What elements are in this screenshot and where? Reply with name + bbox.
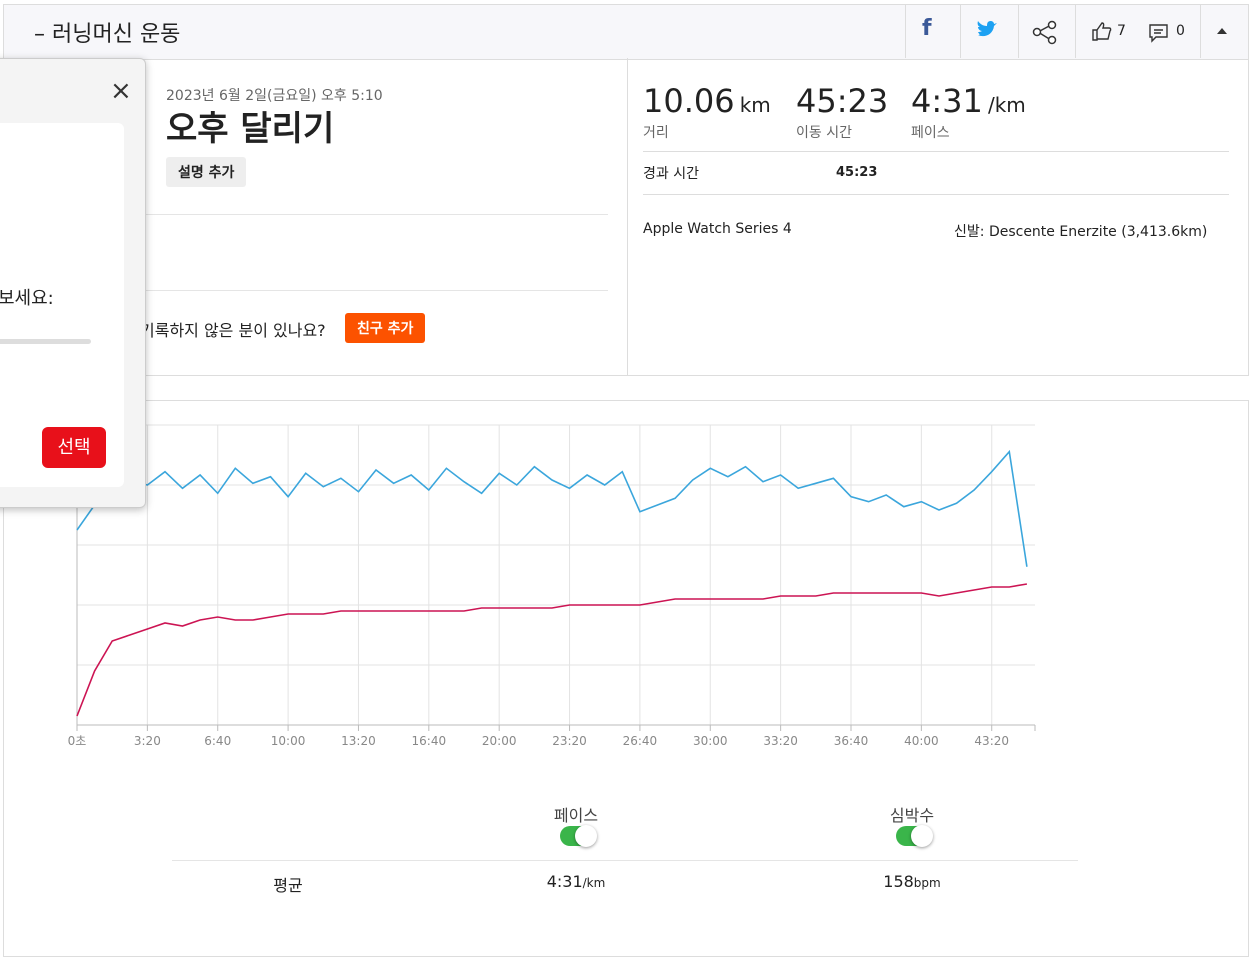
stat: 4:31 /km xyxy=(911,82,1026,120)
shoes-label: 신발: xyxy=(954,224,985,240)
chart: 0초 3:20 6:40 10:00 13:20 16:40 20:00 23:20 26:40… xyxy=(68,424,1036,748)
summary-pace: 4:31/km xyxy=(547,872,606,891)
x-tick-label: 10:00 xyxy=(271,734,306,748)
legend-toggle[interactable] xyxy=(560,825,597,847)
select-button[interactable]: 선택 xyxy=(42,427,106,468)
add-description-button[interactable]: 설명 추가 xyxy=(166,157,247,187)
share-button[interactable] xyxy=(1032,20,1058,46)
elapsed-label: 경과 시간 xyxy=(643,166,699,182)
stat-label: 페이스 xyxy=(911,125,950,141)
header-bar xyxy=(3,4,1249,60)
stat-label: 거리 xyxy=(643,125,669,141)
x-tick-label: 20:00 xyxy=(482,734,517,748)
activity-datetime: 2023년 6월 2일(금요일) 오후 5:10 xyxy=(166,88,383,104)
pace-value: 4:31 xyxy=(546,872,583,891)
pace-unit: /km xyxy=(582,876,606,890)
kudos-count[interactable]: 7 xyxy=(1117,23,1126,39)
x-tick-label: 0초 xyxy=(68,734,87,748)
x-tick-label: 40:00 xyxy=(904,734,939,748)
x-tick-label: 43:20 xyxy=(974,734,1009,748)
shoes-value: Descente Enerzite (3,413.6km) xyxy=(988,224,1208,240)
series-line xyxy=(76,449,1028,567)
legend-toggle[interactable] xyxy=(896,825,933,847)
hr-unit: bpm xyxy=(913,876,941,890)
stat-label: 이동 시간 xyxy=(796,125,852,141)
x-tick-label: 30:00 xyxy=(693,734,728,748)
twitter-button[interactable] xyxy=(976,20,1000,40)
summary-label: 평균 xyxy=(273,876,303,895)
shoes: 신발: Descente Enerzite (3,413.6km) xyxy=(954,221,1207,241)
legend-label: 심박수 xyxy=(889,806,935,825)
friend-prompt: 기록하지 않은 분이 있나요? xyxy=(140,321,326,340)
modal-card xyxy=(0,123,124,487)
modal-text: 보세요: xyxy=(0,288,54,309)
stat-value: 45:23 xyxy=(796,82,889,120)
stat-value: 10.06 xyxy=(643,82,735,120)
add-friend-button[interactable]: 친구 추가 xyxy=(345,313,426,343)
stat-value: 4:31 xyxy=(911,82,983,120)
legend-label: 페이스 xyxy=(553,806,599,825)
x-tick-label: 6:40 xyxy=(204,734,231,748)
x-tick-label: 13:20 xyxy=(341,734,376,748)
x-tick-label: 26:40 xyxy=(623,734,658,748)
header-title: – 러닝머신 운동 xyxy=(34,22,181,47)
device: Apple Watch Series 4 xyxy=(643,221,792,237)
analysis-panel xyxy=(3,400,1249,957)
modal-close[interactable]: × xyxy=(110,76,132,106)
x-tick-label: 33:20 xyxy=(763,734,798,748)
x-tick-label: 23:20 xyxy=(552,734,587,748)
hr-value: 158 xyxy=(883,872,914,891)
summary-heart-rate: 158bpm xyxy=(883,872,940,891)
stat-unit: km xyxy=(739,93,771,117)
facebook-button[interactable]: f xyxy=(922,16,932,41)
comment-icon[interactable] xyxy=(1148,23,1170,43)
series-line xyxy=(76,583,1028,717)
x-tick-label: 3:20 xyxy=(134,734,161,748)
stat: 10.06 km xyxy=(643,82,771,120)
collapse-button[interactable] xyxy=(1216,26,1228,36)
kudos-icon[interactable] xyxy=(1091,21,1113,43)
comment-count[interactable]: 0 xyxy=(1176,23,1185,39)
x-tick-label: 36:40 xyxy=(834,734,869,748)
slider[interactable] xyxy=(0,339,91,344)
activity-name: 오후 달리기 xyxy=(166,109,335,149)
x-tick-label: 16:40 xyxy=(412,734,447,748)
elapsed-value: 45:23 xyxy=(836,165,878,180)
stat-unit: /km xyxy=(987,93,1026,117)
